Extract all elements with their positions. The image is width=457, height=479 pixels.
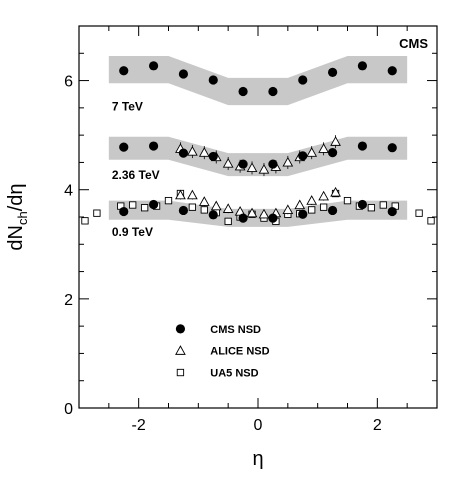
- data-point: [387, 66, 397, 76]
- legend-label: UA5 NSD: [210, 368, 258, 380]
- energy-label: 2.36 TeV: [112, 168, 160, 182]
- data-point: [210, 200, 222, 211]
- data-point: [306, 147, 318, 157]
- data-point: [119, 66, 129, 76]
- data-point: [318, 190, 329, 201]
- x-axis-title: η: [252, 448, 263, 470]
- data-point: [298, 151, 308, 161]
- y-axis-title-main: dN: [5, 225, 27, 251]
- data-point: [258, 163, 270, 174]
- data-point: [246, 207, 258, 218]
- data-point: [427, 217, 435, 225]
- data-point: [224, 217, 232, 226]
- legend: CMS NSD ALICE NSD UA5 NSD: [175, 324, 270, 380]
- data-point: [198, 196, 210, 206]
- data-point: [238, 159, 248, 169]
- energy-labels: 7 TeV 2.36 TeV 0.9 TeV: [112, 100, 160, 240]
- y-axis-title-tail: /dη: [5, 183, 27, 211]
- data-point: [330, 136, 341, 146]
- y-axis-title: dNch/dη: [5, 183, 30, 250]
- data-point: [357, 199, 368, 210]
- data-point: [298, 209, 308, 219]
- x-tick-label: 2: [373, 417, 382, 434]
- data-point: [178, 205, 189, 216]
- data-point: [379, 201, 387, 209]
- data-point: [164, 196, 173, 205]
- data-point: [327, 205, 338, 216]
- y-tick-label: 4: [64, 183, 73, 200]
- data-markers: [81, 61, 435, 226]
- data-point: [318, 143, 329, 153]
- data-point: [330, 186, 341, 197]
- data-point: [208, 151, 218, 162]
- data-point: [298, 75, 308, 85]
- y-tick-label: 2: [64, 292, 73, 309]
- data-point: [327, 148, 338, 158]
- y-tick-label: 0: [64, 401, 73, 418]
- data-point: [187, 189, 198, 200]
- data-point: [148, 141, 159, 151]
- data-point: [148, 199, 159, 210]
- axis-ticks: -2 0 2 0 2 4 6: [64, 25, 438, 434]
- data-point: [178, 69, 189, 79]
- data-point: [268, 86, 278, 97]
- data-point: [93, 209, 101, 217]
- data-point: [140, 204, 149, 212]
- y-tick-label: 6: [64, 74, 73, 91]
- legend-label: ALICE NSD: [210, 346, 269, 358]
- systematic-band: [108, 136, 408, 177]
- data-point: [208, 210, 218, 220]
- legend-marker: [176, 368, 185, 377]
- data-point: [246, 162, 258, 173]
- data-point: [119, 206, 129, 217]
- data-point: [222, 203, 234, 213]
- data-point: [319, 203, 328, 211]
- data-point: [387, 206, 397, 217]
- data-point: [198, 147, 210, 157]
- x-tick-label: -2: [132, 417, 146, 434]
- data-point: [282, 204, 294, 215]
- legend-label: CMS NSD: [210, 324, 261, 336]
- data-point: [238, 86, 248, 97]
- data-point: [208, 75, 218, 85]
- data-point: [129, 201, 137, 209]
- data-point: [308, 206, 316, 214]
- data-point: [81, 217, 89, 225]
- data-point: [387, 143, 397, 153]
- data-point: [238, 213, 248, 223]
- y-axis-title-sub: ch: [15, 211, 30, 225]
- legend-marker: [175, 324, 186, 334]
- energy-label: 7 TeV: [112, 100, 143, 114]
- legend-marker: [175, 345, 186, 355]
- data-point: [119, 142, 129, 152]
- data-point: [268, 159, 278, 169]
- data-point: [268, 213, 278, 223]
- data-point: [200, 206, 208, 214]
- data-point: [367, 204, 376, 212]
- data-point: [188, 203, 197, 211]
- data-point: [258, 208, 270, 219]
- data-point: [306, 195, 318, 205]
- data-point: [175, 189, 186, 200]
- data-point: [148, 61, 159, 71]
- data-point: [357, 61, 368, 71]
- x-tick-label: 0: [254, 417, 263, 434]
- energy-label: 0.9 TeV: [112, 225, 153, 239]
- data-point: [294, 199, 306, 210]
- data-point: [327, 67, 338, 77]
- data-point: [357, 141, 368, 151]
- data-point: [282, 156, 294, 167]
- data-point: [178, 148, 189, 158]
- data-point: [415, 209, 423, 217]
- data-point: [222, 157, 234, 168]
- data-point: [187, 145, 198, 156]
- experiment-label: CMS: [399, 36, 428, 51]
- data-point: [343, 196, 352, 205]
